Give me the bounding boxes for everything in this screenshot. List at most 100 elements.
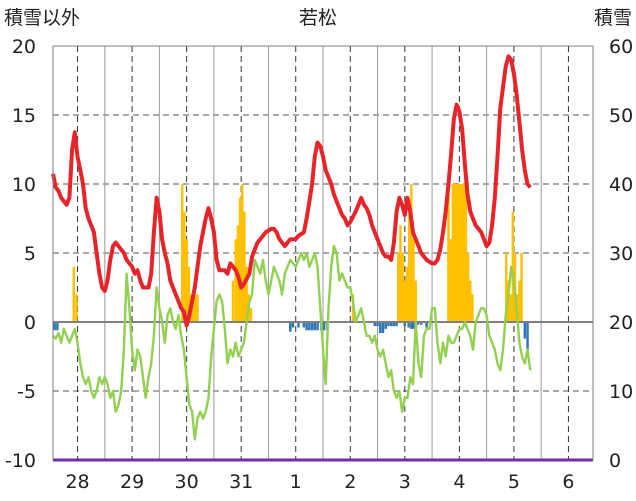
snowfall-bar xyxy=(414,280,417,322)
snowfall-bar xyxy=(505,253,508,322)
snowfall-bar xyxy=(460,184,463,322)
snowfall-bar xyxy=(511,211,515,322)
snowfall-bar xyxy=(412,239,415,322)
right-tick-label: 0 xyxy=(609,450,621,472)
snowfall-bar xyxy=(245,266,248,322)
right-tick-label: 20 xyxy=(609,312,633,334)
snowfall-bar xyxy=(72,266,75,322)
snowfall-bar xyxy=(447,184,450,322)
precip_other-bar xyxy=(310,322,314,331)
snowfall-bar xyxy=(191,294,195,322)
x-tick-label: 6 xyxy=(562,471,574,493)
precip_other-bar xyxy=(297,322,300,328)
x-tick-label: 1 xyxy=(290,471,302,493)
snowfall-bar xyxy=(185,239,188,322)
left-tick-label: 20 xyxy=(12,36,36,58)
precip_other-bar xyxy=(302,322,306,328)
x-tick-label: 4 xyxy=(453,471,465,493)
snowfall-bar xyxy=(458,184,461,322)
snowfall-bar xyxy=(462,184,465,322)
precip_other-bar xyxy=(392,322,396,327)
snowfall-bar xyxy=(464,184,468,322)
snowfall-bar xyxy=(509,294,512,322)
precip_other-bar xyxy=(305,322,308,331)
snowfall-bar xyxy=(469,280,472,322)
x-tick-label: 31 xyxy=(229,471,253,493)
x-tick-label: 3 xyxy=(399,471,411,493)
precip_other-bar xyxy=(316,322,319,331)
snowfall-bar xyxy=(181,184,184,322)
precip_other-bar xyxy=(425,322,428,328)
left-tick-label: 0 xyxy=(24,312,36,334)
snowfall-bar xyxy=(518,280,521,322)
precip_other-bar xyxy=(289,322,292,332)
snow-depth-line xyxy=(51,54,532,328)
snowfall-bar xyxy=(243,211,246,322)
snowfall-bar xyxy=(241,184,244,322)
left-axis-title: 積雪以外 xyxy=(4,7,80,29)
precip_other-bar xyxy=(308,322,311,331)
temperature-line xyxy=(52,244,532,441)
snowfall-bar xyxy=(399,225,402,322)
x-tick-label: 30 xyxy=(175,471,199,493)
snowfall-bar xyxy=(455,184,459,322)
x-tick-label: 29 xyxy=(120,471,144,493)
snowfall-bar xyxy=(410,184,413,322)
precip_other-bar xyxy=(403,322,407,327)
snowfall-bar xyxy=(238,197,242,322)
snowfall-bar xyxy=(75,294,78,322)
precip_other-bar xyxy=(412,322,415,329)
chart-title: 若松 xyxy=(299,7,337,29)
precip_other-bar xyxy=(379,322,382,334)
snowfall-bar xyxy=(453,184,457,322)
precip_other-bar xyxy=(373,322,377,327)
right-tick-label: 30 xyxy=(609,243,633,265)
precip_other-bar xyxy=(291,322,295,328)
precip_other-bar xyxy=(387,322,390,327)
grid-lines xyxy=(53,46,593,460)
snowfall-bar xyxy=(183,211,186,322)
x-tick-label: 2 xyxy=(344,471,356,493)
left-tick-label: 5 xyxy=(24,243,36,265)
right-tick-label: 40 xyxy=(609,174,633,196)
snowfall-bar xyxy=(187,266,191,322)
precip_other-bar xyxy=(395,322,398,327)
right-tick-label: 60 xyxy=(609,36,633,58)
snowfall-bar xyxy=(231,280,235,322)
x-tick-label: 5 xyxy=(508,471,520,493)
zero-line xyxy=(53,321,593,462)
precip_other-bar xyxy=(322,322,326,331)
precip_other-bar xyxy=(313,322,317,331)
left-tick-label: -5 xyxy=(17,381,36,403)
snowfall-bar xyxy=(451,184,455,322)
snowfall-bar xyxy=(196,294,199,322)
precip_other-bar xyxy=(410,322,413,329)
line-series xyxy=(51,54,532,441)
precip_other-bar xyxy=(384,322,387,329)
precip_other-bar xyxy=(419,322,423,325)
precip_other-bar xyxy=(389,322,393,327)
precip_other-bar xyxy=(53,322,56,331)
plot-frame xyxy=(52,45,594,460)
right-tick-label: 10 xyxy=(609,381,633,403)
precip_other-bar xyxy=(526,322,529,350)
precip_other-bar xyxy=(56,322,59,331)
right-axis-title: 積雪 xyxy=(594,7,632,29)
snowfall-bar xyxy=(471,294,474,322)
snowfall-bar xyxy=(449,239,452,322)
snowfall-bar xyxy=(249,308,253,322)
snowfall-bar xyxy=(234,239,237,322)
snowfall-bar xyxy=(405,266,409,322)
precip_other-bar xyxy=(407,322,410,328)
precip_other-bar xyxy=(376,322,379,327)
precip_other-bar xyxy=(381,322,385,334)
snowfall-bar xyxy=(401,253,404,322)
snowfall-bar xyxy=(397,253,400,322)
right-tick-label: 50 xyxy=(609,105,633,127)
snowfall-bar xyxy=(403,280,407,322)
left-tick-label: 15 xyxy=(12,105,36,127)
x-tick-label: 28 xyxy=(65,471,89,493)
axis-labels: -10 -5 0 5 10 15 20 0 10 20 30 40 50 60 28 29 30 31 1 2 3 4 5 6 xyxy=(5,36,633,493)
precip_other-bar xyxy=(416,322,420,325)
